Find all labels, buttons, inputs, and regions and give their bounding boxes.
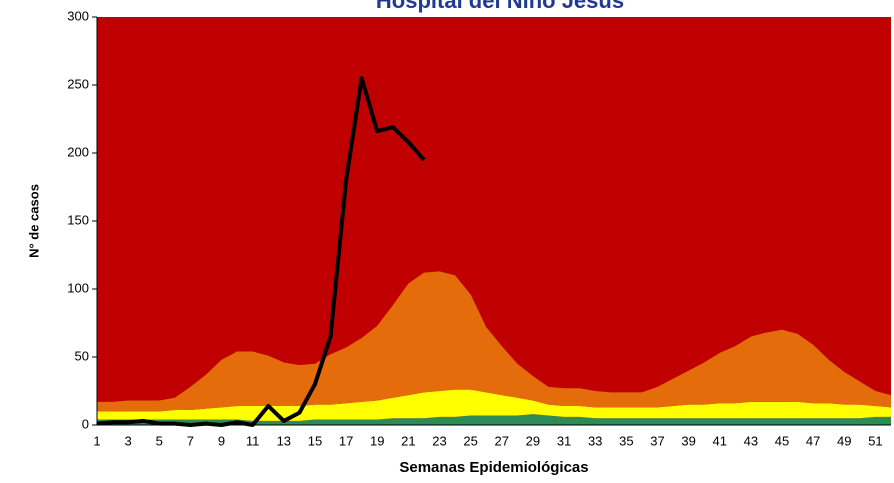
y-tick-label: 100 xyxy=(67,280,89,295)
x-tick-label: 49 xyxy=(837,433,851,448)
x-tick-label: 1 xyxy=(93,433,100,448)
y-tick-label: 150 xyxy=(67,212,89,227)
x-tick-label: 39 xyxy=(681,433,695,448)
y-tick-label: 300 xyxy=(67,8,89,23)
x-tick-label: 25 xyxy=(463,433,477,448)
x-tick-label: 35 xyxy=(619,433,633,448)
x-tick-label: 37 xyxy=(650,433,664,448)
area xyxy=(97,414,891,425)
x-tick-label: 13 xyxy=(277,433,291,448)
x-tick-label: 51 xyxy=(868,433,882,448)
y-tick-label: 50 xyxy=(75,348,89,363)
y-tick-label: 200 xyxy=(67,144,89,159)
x-tick-label: 41 xyxy=(713,433,727,448)
area xyxy=(97,271,891,412)
x-axis-title: Semanas Epidemiológicas xyxy=(399,459,588,476)
y-tick-label: 0 xyxy=(82,416,89,431)
plot-area xyxy=(96,17,891,427)
x-tick-label: 7 xyxy=(187,433,194,448)
x-tick-label: 17 xyxy=(339,433,353,448)
x-tick-label: 3 xyxy=(125,433,132,448)
x-tick-label: 11 xyxy=(246,433,260,448)
x-tick-label: 43 xyxy=(744,433,758,448)
x-tick-label: 23 xyxy=(432,433,446,448)
x-tick-label: 19 xyxy=(370,433,384,448)
x-tick-label: 31 xyxy=(557,433,571,448)
x-tick-label: 21 xyxy=(401,433,415,448)
x-tick-label: 29 xyxy=(526,433,540,448)
x-tick-label: 9 xyxy=(218,433,225,448)
x-tick-label: 45 xyxy=(775,433,789,448)
y-tick-label: 250 xyxy=(67,76,89,91)
x-tick-label: 47 xyxy=(806,433,820,448)
y-axis-title: N° de casos xyxy=(26,184,41,258)
line xyxy=(96,76,426,427)
x-tick-label: 5 xyxy=(156,433,163,448)
x-tick-label: 27 xyxy=(495,433,509,448)
x-tick-label: 15 xyxy=(308,433,322,448)
x-tick-label: 33 xyxy=(588,433,602,448)
chart-title: Hospital del Niño Jesús xyxy=(376,0,624,13)
